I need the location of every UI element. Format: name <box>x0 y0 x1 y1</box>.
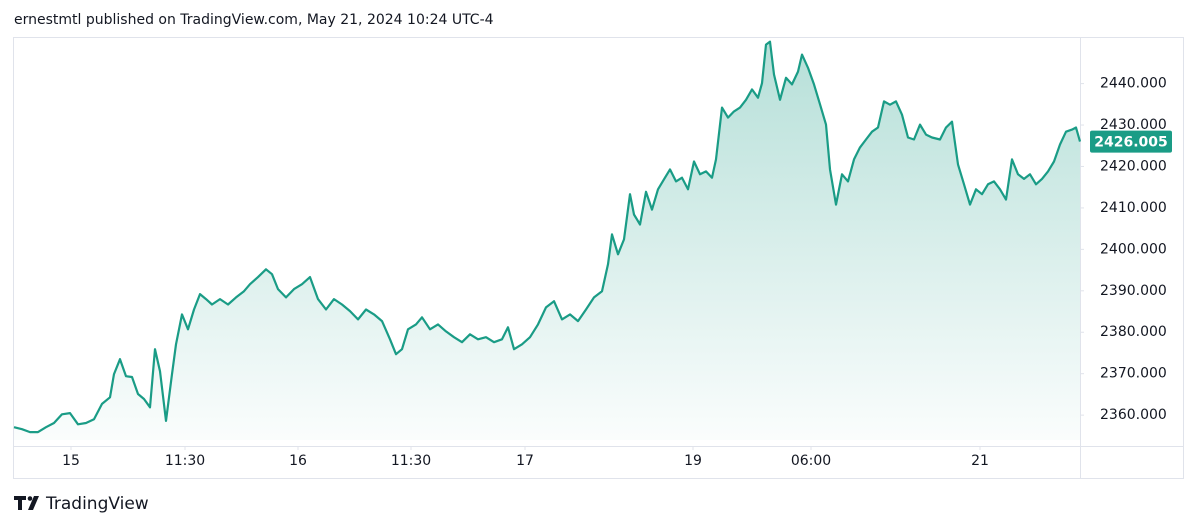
y-tick-label: 2420.000 <box>1100 158 1167 174</box>
x-tick-label: 17 <box>516 453 534 469</box>
y-tick-label: 2430.000 <box>1100 117 1167 133</box>
x-tick-label: 15 <box>62 453 80 469</box>
y-tick-label: 2410.000 <box>1100 200 1167 216</box>
last-price-badge <box>1090 130 1172 153</box>
y-tick-label: 2360.000 <box>1100 407 1167 423</box>
x-tick-label: 16 <box>289 453 307 469</box>
x-tick-label: 11:30 <box>391 453 431 469</box>
x-tick-label: 19 <box>684 453 702 469</box>
price-line <box>13 40 1082 434</box>
last-price-label: 2426.005 <box>1094 135 1168 151</box>
x-tick-label: 06:00 <box>791 453 831 469</box>
chart-frame <box>13 37 1184 479</box>
y-tick-label: 2440.000 <box>1100 76 1167 92</box>
area-fill <box>14 41 1080 440</box>
brand-name: TradingView <box>45 494 149 514</box>
x-tick-label: 11:30 <box>165 453 205 469</box>
publish-header: ernestmtl published on TradingView.com, … <box>14 12 494 28</box>
tv-logo <box>14 496 39 510</box>
y-tick-label: 2380.000 <box>1100 324 1167 340</box>
y-tick-label: 2370.000 <box>1100 366 1167 382</box>
y-tick-label: 2400.000 <box>1100 241 1167 257</box>
y-tick-label: 2390.000 <box>1100 283 1167 299</box>
x-tick-label: 21 <box>971 453 989 469</box>
